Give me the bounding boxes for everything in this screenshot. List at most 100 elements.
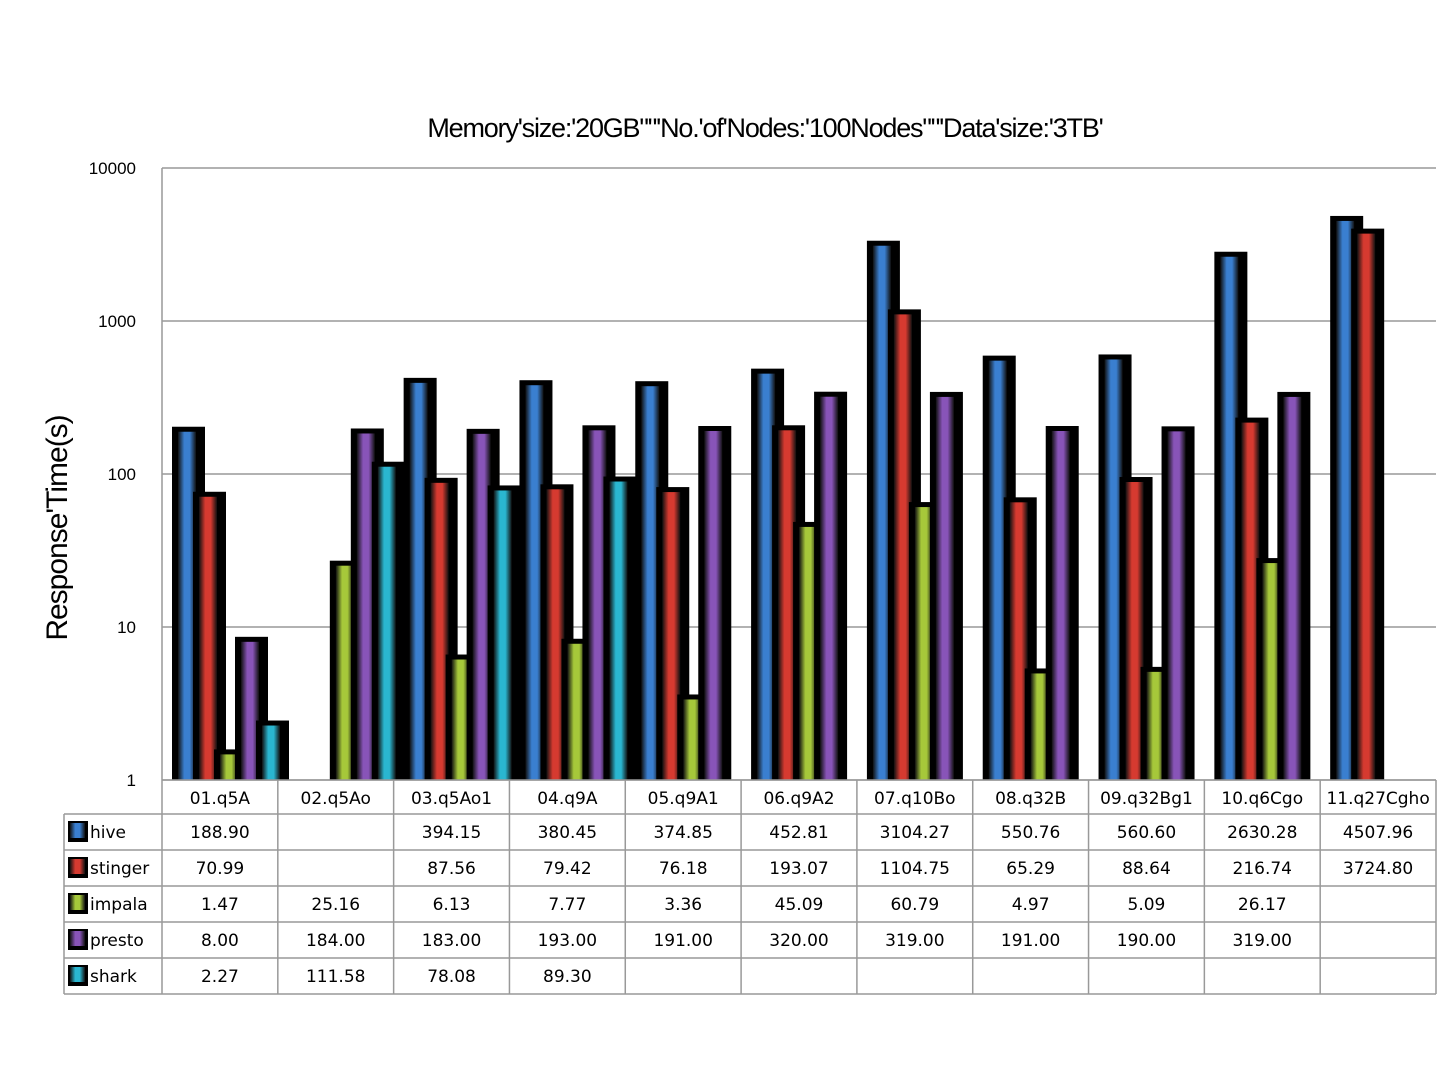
y-tick-label: 1 (127, 771, 136, 790)
data-label: 550.76 (1001, 823, 1060, 843)
data-label: 1.47 (201, 895, 239, 915)
bar-presto (1167, 431, 1186, 780)
data-label: 394.15 (422, 823, 481, 843)
legend-swatch-fill (70, 967, 85, 982)
x-tick-label: 10.q6Cgo (1221, 789, 1303, 809)
bar-presto (356, 433, 375, 780)
x-tick-label: 07.q10Bo (874, 789, 956, 809)
data-label: 190.00 (1117, 931, 1176, 951)
bar-hive (178, 431, 196, 780)
data-label: 78.08 (427, 967, 476, 987)
legend-label-presto: presto (90, 931, 144, 951)
bar-impala (335, 565, 354, 780)
bar-shark (493, 490, 512, 780)
data-label: 188.90 (190, 823, 249, 843)
data-label: 319.00 (1233, 931, 1292, 951)
x-tick-label: 05.q9A1 (648, 789, 719, 809)
data-label: 25.16 (311, 895, 360, 915)
legend-label-shark: shark (90, 967, 137, 987)
bar-presto (1283, 396, 1302, 780)
bar-stinger (1125, 482, 1144, 780)
bar-impala (1262, 563, 1281, 780)
data-label: 6.13 (433, 895, 471, 915)
bar-hive (872, 245, 891, 780)
bar-hive (1220, 256, 1239, 780)
bar-presto (704, 431, 723, 780)
data-label: 26.17 (1238, 895, 1287, 915)
data-label: 1104.75 (880, 859, 950, 879)
bar-impala (567, 643, 586, 780)
x-tick-label: 11.q27Cgho (1326, 789, 1429, 809)
bar-hive (1336, 220, 1355, 781)
data-label: 452.81 (769, 823, 828, 843)
bar-impala (451, 659, 470, 780)
data-label: 374.85 (653, 823, 712, 843)
data-label: 380.45 (538, 823, 597, 843)
data-label: 7.77 (548, 895, 586, 915)
bar-presto (820, 396, 839, 780)
legend-label-hive: hive (90, 823, 126, 843)
bar-stinger (778, 430, 797, 780)
bar-hive (409, 382, 428, 780)
y-axis-label: Response'Time(s) (41, 415, 74, 640)
y-tick-label: 1000 (98, 312, 136, 331)
x-tick-label: 09.q32Bg1 (1100, 789, 1193, 809)
data-label: 319.00 (885, 931, 944, 951)
data-label: 88.64 (1122, 859, 1171, 879)
data-label: 191.00 (653, 931, 712, 951)
legend-swatch-fill (70, 823, 85, 838)
data-label: 8.00 (201, 931, 239, 951)
y-tick-label: 100 (108, 465, 136, 484)
data-label: 3724.80 (1343, 859, 1413, 879)
bar-impala (220, 754, 238, 780)
data-label: 5.09 (1128, 895, 1166, 915)
y-tick-label: 10000 (89, 159, 136, 178)
data-label: 111.58 (306, 967, 365, 987)
x-tick-label: 04.q9A (537, 789, 598, 809)
bar-shark (609, 481, 628, 780)
x-tick-label: 01.q5A (190, 789, 251, 809)
bar-stinger (1357, 233, 1376, 781)
data-label: 45.09 (775, 895, 824, 915)
data-label: 560.60 (1117, 823, 1176, 843)
bar-hive (757, 373, 776, 780)
bar-shark (377, 466, 396, 780)
bar-stinger (546, 489, 565, 780)
bar-presto (1051, 431, 1070, 780)
bar-stinger (893, 314, 912, 780)
legend-swatch-fill (70, 895, 85, 910)
bar-impala (1146, 671, 1165, 780)
bar-hive (988, 360, 1007, 780)
legend-label-impala: impala (90, 895, 148, 915)
data-label: 60.79 (890, 895, 939, 915)
data-label: 3104.27 (880, 823, 950, 843)
bar-impala (914, 507, 933, 780)
bar-hive (525, 385, 544, 780)
bar-presto (588, 430, 607, 780)
x-tick-label: 08.q32B (995, 789, 1066, 809)
data-label: 4507.96 (1343, 823, 1413, 843)
data-label: 70.99 (196, 859, 245, 879)
legend-label-stinger: stinger (90, 859, 149, 879)
bar-hive (641, 386, 660, 780)
data-label: 2630.28 (1227, 823, 1297, 843)
data-label: 3.36 (664, 895, 702, 915)
x-tick-label: 06.q9A2 (763, 789, 834, 809)
bar-presto (935, 396, 954, 780)
data-label: 89.30 (543, 967, 592, 987)
data-label: 65.29 (1006, 859, 1055, 879)
data-label: 193.00 (538, 931, 597, 951)
data-label: 191.00 (1001, 931, 1060, 951)
legend-swatch-fill (70, 859, 85, 874)
bar-stinger (1009, 502, 1028, 780)
data-label: 193.07 (769, 859, 828, 879)
data-label: 76.18 (659, 859, 708, 879)
bar-presto (241, 641, 259, 780)
x-tick-label: 03.q5Ao1 (411, 789, 492, 809)
bar-impala (683, 699, 702, 780)
legend-swatch-fill (70, 931, 85, 946)
bar-stinger (199, 496, 217, 780)
data-label: 216.74 (1233, 859, 1292, 879)
data-label: 4.97 (1012, 895, 1050, 915)
